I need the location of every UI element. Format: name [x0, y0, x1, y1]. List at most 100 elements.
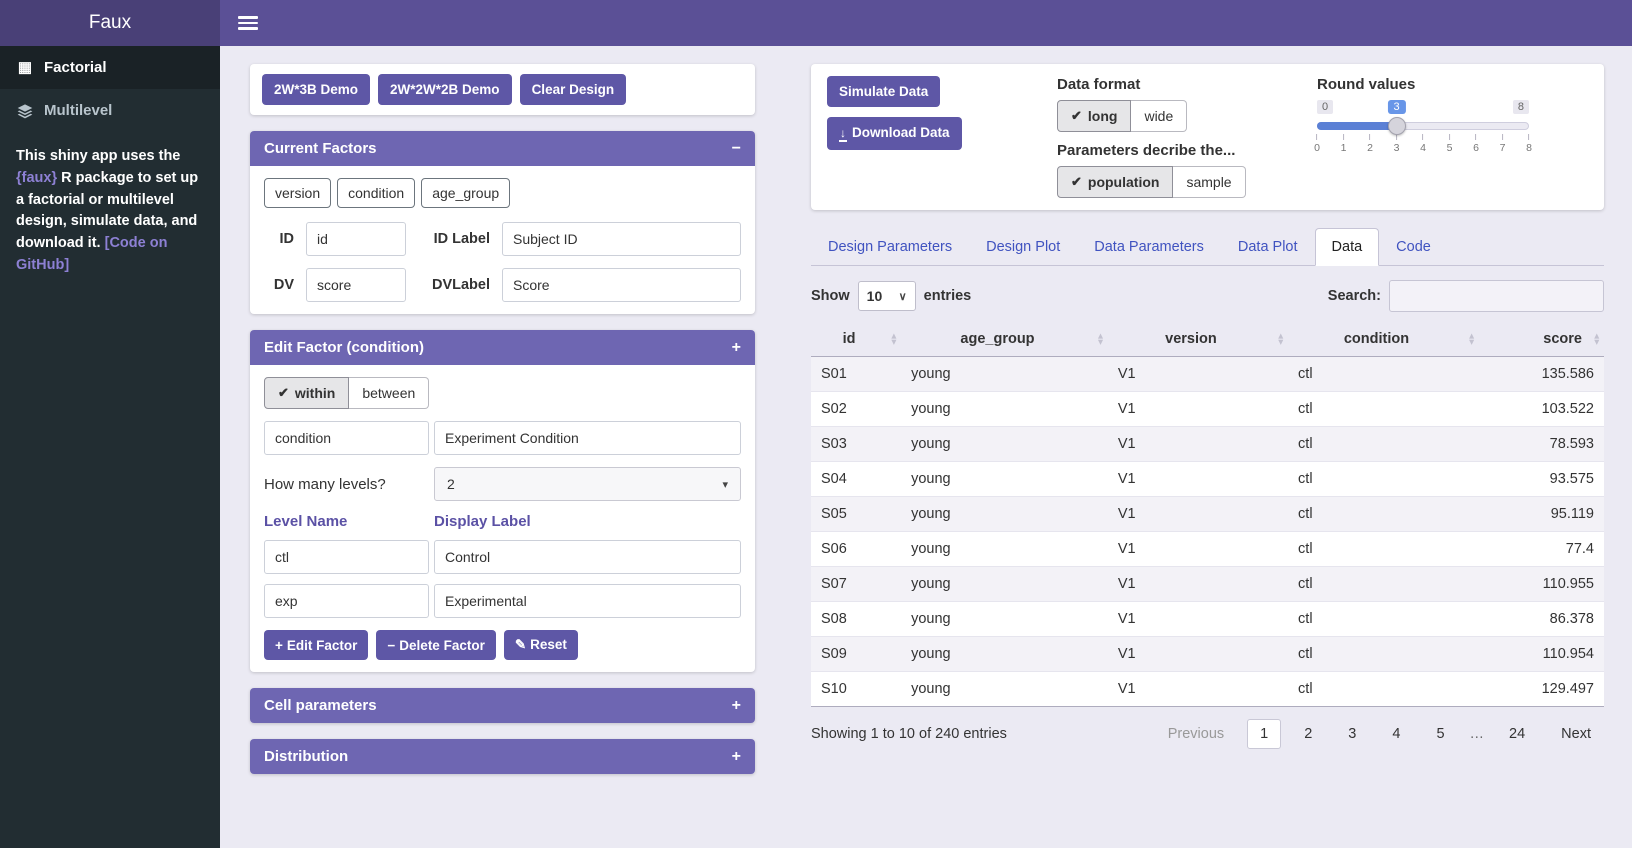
sidebar-item-multilevel[interactable]: Multilevel	[0, 89, 220, 132]
levels-count-select[interactable]: 2 ▾	[434, 467, 741, 501]
edit-factor-button[interactable]: + Edit Factor	[264, 630, 369, 660]
tab-data-parameters[interactable]: Data Parameters	[1094, 239, 1204, 255]
level-name-input[interactable]	[264, 540, 429, 574]
level-label-input[interactable]	[434, 584, 741, 618]
delete-factor-button[interactable]: − Delete Factor	[376, 630, 496, 660]
collapse-icon[interactable]: −	[731, 139, 741, 157]
page-button-3[interactable]: 3	[1348, 726, 1357, 742]
table-cell: young	[901, 461, 1108, 497]
table-row[interactable]: S10 young V1 ctl 129.497	[811, 671, 1604, 707]
round-values-slider[interactable]: 0 8 3 0 1 2 3 4 5 6 7 8	[1314, 100, 1532, 162]
tab-design-plot[interactable]: Design Plot	[986, 239, 1061, 255]
table-row[interactable]: S09 young V1 ctl 110.954	[811, 636, 1604, 672]
page-button-1[interactable]: 1	[1247, 719, 1282, 749]
sidebar-toggle-icon[interactable]	[238, 16, 258, 30]
column-header-age_group[interactable]: age_group ▴ ▾	[901, 322, 1108, 357]
expand-icon[interactable]: +	[731, 338, 741, 356]
tab-code[interactable]: Code	[1396, 239, 1431, 255]
github-code-link[interactable]: [Code on GitHub]	[16, 235, 168, 273]
factor-chip[interactable]: condition	[337, 178, 416, 208]
table-cell: 78.593	[1478, 426, 1604, 462]
previous-page-button[interactable]: Previous	[1167, 726, 1225, 742]
data-table: id ▴ ▾ age_group ▴ ▾ version ▴ ▾ condition ▴ ▾ score…	[811, 322, 1604, 707]
sidebar-item-factorial[interactable]: ▦ Factorial	[0, 46, 220, 89]
cell-parameters-header[interactable]: Cell parameters +	[250, 688, 755, 723]
faux-package-link[interactable]: {faux}	[16, 169, 58, 186]
expand-icon[interactable]: +	[731, 747, 741, 765]
distribution-header[interactable]: Distribution +	[250, 739, 755, 774]
expand-icon[interactable]: +	[731, 696, 741, 714]
current-factors-box: Current Factors − version condition age_gr…	[250, 131, 755, 314]
edit-factor-header[interactable]: Edit Factor (condition) +	[250, 330, 755, 365]
within-option[interactable]: ✔ within	[264, 377, 350, 409]
between-option[interactable]: between	[349, 377, 430, 409]
column-header-id[interactable]: id ▴ ▾	[811, 322, 902, 357]
page-button-24[interactable]: 24	[1509, 726, 1526, 742]
app-brand[interactable]: Faux	[0, 0, 220, 46]
table-row[interactable]: S01 young V1 ctl 135.586	[811, 356, 1604, 392]
download-data-button[interactable]: ↓ Download Data	[827, 117, 962, 150]
page-length-select[interactable]: 10 ∨	[857, 281, 916, 311]
demo-button[interactable]: 2W*2W*2B Demo	[378, 74, 512, 105]
column-header-condition[interactable]: condition ▴ ▾	[1288, 322, 1479, 357]
simulate-data-button[interactable]: Simulate Data	[827, 76, 941, 107]
factor-chips: version condition age_group	[264, 178, 741, 208]
slider-tick: 0	[1314, 134, 1320, 154]
page-button-4[interactable]: 4	[1392, 726, 1401, 742]
factor-chip[interactable]: version	[264, 178, 332, 208]
page-button-2[interactable]: 2	[1304, 726, 1313, 742]
format-long-option[interactable]: ✔ long	[1057, 100, 1132, 132]
dv-label-input[interactable]	[502, 268, 741, 302]
table-row[interactable]: S04 young V1 ctl 93.575	[811, 461, 1604, 497]
sidebar: ▦ Factorial Multilevel This shiny app us…	[0, 46, 220, 848]
tab-data-plot[interactable]: Data Plot	[1237, 239, 1298, 255]
table-cell: ctl	[1288, 601, 1479, 637]
page-button-5[interactable]: 5	[1436, 726, 1445, 742]
column-header-score[interactable]: score ▴ ▾	[1478, 322, 1604, 357]
format-wide-option[interactable]: wide	[1131, 100, 1188, 132]
chevron-down-icon: ▾	[722, 478, 728, 491]
tab-data[interactable]: Data	[1314, 228, 1380, 266]
table-cell: ctl	[1288, 496, 1479, 532]
id-input[interactable]	[306, 222, 406, 256]
check-icon: ✔	[1071, 108, 1082, 123]
table-cell: young	[901, 426, 1108, 462]
id-label-input[interactable]	[502, 222, 741, 256]
current-factors-header[interactable]: Current Factors −	[250, 131, 755, 166]
table-cell: S04	[811, 461, 902, 497]
slider-handle[interactable]	[1387, 117, 1406, 135]
column-header-version[interactable]: version ▴ ▾	[1107, 322, 1289, 357]
table-row[interactable]: S02 young V1 ctl 103.522	[811, 391, 1604, 427]
demo-button[interactable]: Clear Design	[519, 74, 627, 105]
level-rows	[264, 540, 741, 618]
brush-icon: ✎	[514, 637, 527, 652]
factor-name-input[interactable]	[264, 421, 429, 455]
tab-design-parameters[interactable]: Design Parameters	[828, 239, 953, 255]
table-row[interactable]: S03 young V1 ctl 78.593	[811, 426, 1604, 462]
next-page-button[interactable]: Next	[1561, 726, 1591, 742]
sample-option[interactable]: sample	[1173, 166, 1246, 198]
table-cell: ctl	[1288, 671, 1479, 707]
search-input[interactable]	[1389, 280, 1604, 312]
sidebar-about-text: This shiny app uses the {faux} R package…	[16, 148, 199, 273]
round-values-label: Round values	[1317, 76, 1416, 93]
table-row[interactable]: S06 young V1 ctl 77.4	[811, 531, 1604, 567]
factor-chip[interactable]: age_group	[421, 178, 511, 208]
table-row[interactable]: S08 young V1 ctl 86.378	[811, 601, 1604, 637]
reset-button[interactable]: ✎ Reset	[503, 630, 578, 660]
population-option[interactable]: ✔ population	[1057, 166, 1174, 198]
level-name-input[interactable]	[264, 584, 429, 618]
table-cell: 77.4	[1478, 531, 1604, 567]
select-value: 10	[866, 288, 883, 304]
chevron-down-icon: ∨	[898, 290, 907, 303]
table-row[interactable]: S05 young V1 ctl 95.119	[811, 496, 1604, 532]
table-cell: V1	[1107, 391, 1289, 427]
table-row[interactable]: S07 young V1 ctl 110.955	[811, 566, 1604, 602]
dv-input[interactable]	[306, 268, 406, 302]
level-label-input[interactable]	[434, 540, 741, 574]
demo-button[interactable]: 2W*3B Demo	[262, 74, 371, 105]
factor-display-input[interactable]	[434, 421, 741, 455]
table-cell: ctl	[1288, 636, 1479, 672]
table-cell: V1	[1107, 461, 1289, 497]
table-cell: V1	[1107, 671, 1289, 707]
